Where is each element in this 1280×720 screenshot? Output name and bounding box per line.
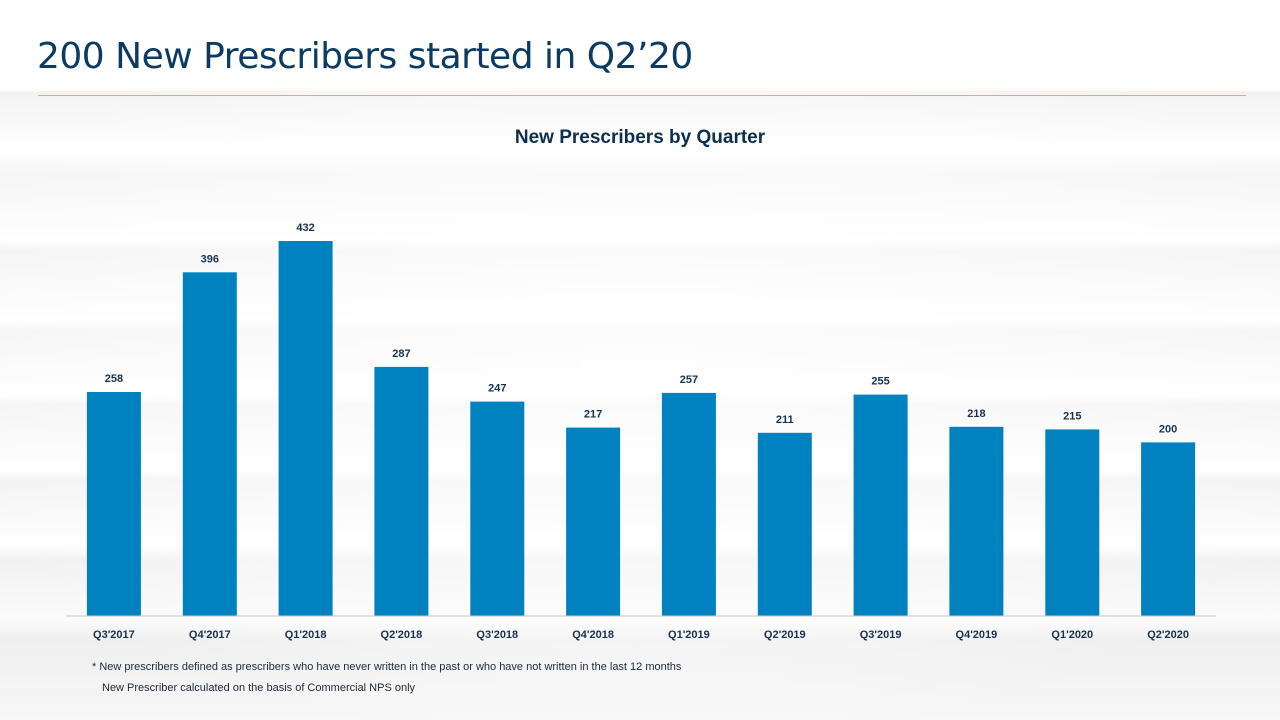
x-tick-label: Q1'2020 (1051, 629, 1093, 641)
bar-Q1'2019 (661, 392, 716, 616)
bar-Q3'2018 (470, 401, 525, 616)
bar-Q1'2018 (278, 241, 333, 616)
data-label: 257 (680, 374, 698, 386)
bar-Q2'2019 (757, 432, 812, 616)
x-tick-label: Q2'2019 (764, 629, 806, 641)
x-tick-label: Q2'2018 (381, 629, 423, 641)
value-labels-layer: 258 396 432 287 247 217 257 211 255 218 215 200 (105, 222, 1178, 435)
x-tick-label: Q4'2017 (189, 629, 231, 641)
x-tick-label: Q3'2017 (93, 629, 135, 641)
x-tick-labels-layer: Q3'2017 Q4'2017 Q1'2018 Q2'2018 Q3'2018 Q4'20… (93, 629, 1189, 641)
bar-Q2'2018 (374, 366, 429, 616)
data-label: 215 (1063, 410, 1081, 422)
x-tick-label: Q2'2020 (1147, 629, 1189, 641)
data-label: 396 (201, 253, 219, 265)
bars-layer (86, 241, 1196, 617)
x-tick-label: Q4'2019 (956, 629, 998, 641)
data-label: 200 (1159, 423, 1177, 435)
x-tick-label: Q1'2018 (285, 629, 327, 641)
bar-Q4'2017 (182, 272, 237, 617)
title-divider (38, 95, 1246, 96)
bar-Q1'2020 (1045, 429, 1100, 616)
data-label: 247 (488, 383, 506, 395)
footnote-basis: New Prescriber calculated on the basis o… (102, 682, 416, 694)
data-label: 432 (296, 222, 314, 234)
chart-title: New Prescribers by Quarter (514, 127, 766, 148)
x-tick-label: Q3'2018 (476, 629, 518, 641)
bar-Q3'2019 (853, 394, 908, 616)
data-label: 218 (967, 408, 985, 420)
bar-Q3'2017 (86, 392, 141, 616)
x-tick-label: Q3'2019 (860, 629, 902, 641)
bar-Q4'2018 (566, 427, 621, 616)
page-title: 200 New Prescribers started in Q2’20 (37, 36, 693, 77)
x-tick-label: Q4'2018 (572, 629, 614, 641)
bar-Q2'2020 (1141, 442, 1196, 616)
data-label: 217 (584, 409, 602, 421)
x-tick-label: Q1'2019 (668, 629, 710, 641)
data-label: 255 (871, 376, 889, 388)
bar-Q4'2019 (949, 426, 1004, 616)
data-label: 258 (105, 373, 123, 385)
data-label: 287 (392, 348, 410, 360)
footnote-definition: * New prescribers defined as prescribers… (92, 661, 682, 673)
data-label: 211 (776, 414, 794, 426)
